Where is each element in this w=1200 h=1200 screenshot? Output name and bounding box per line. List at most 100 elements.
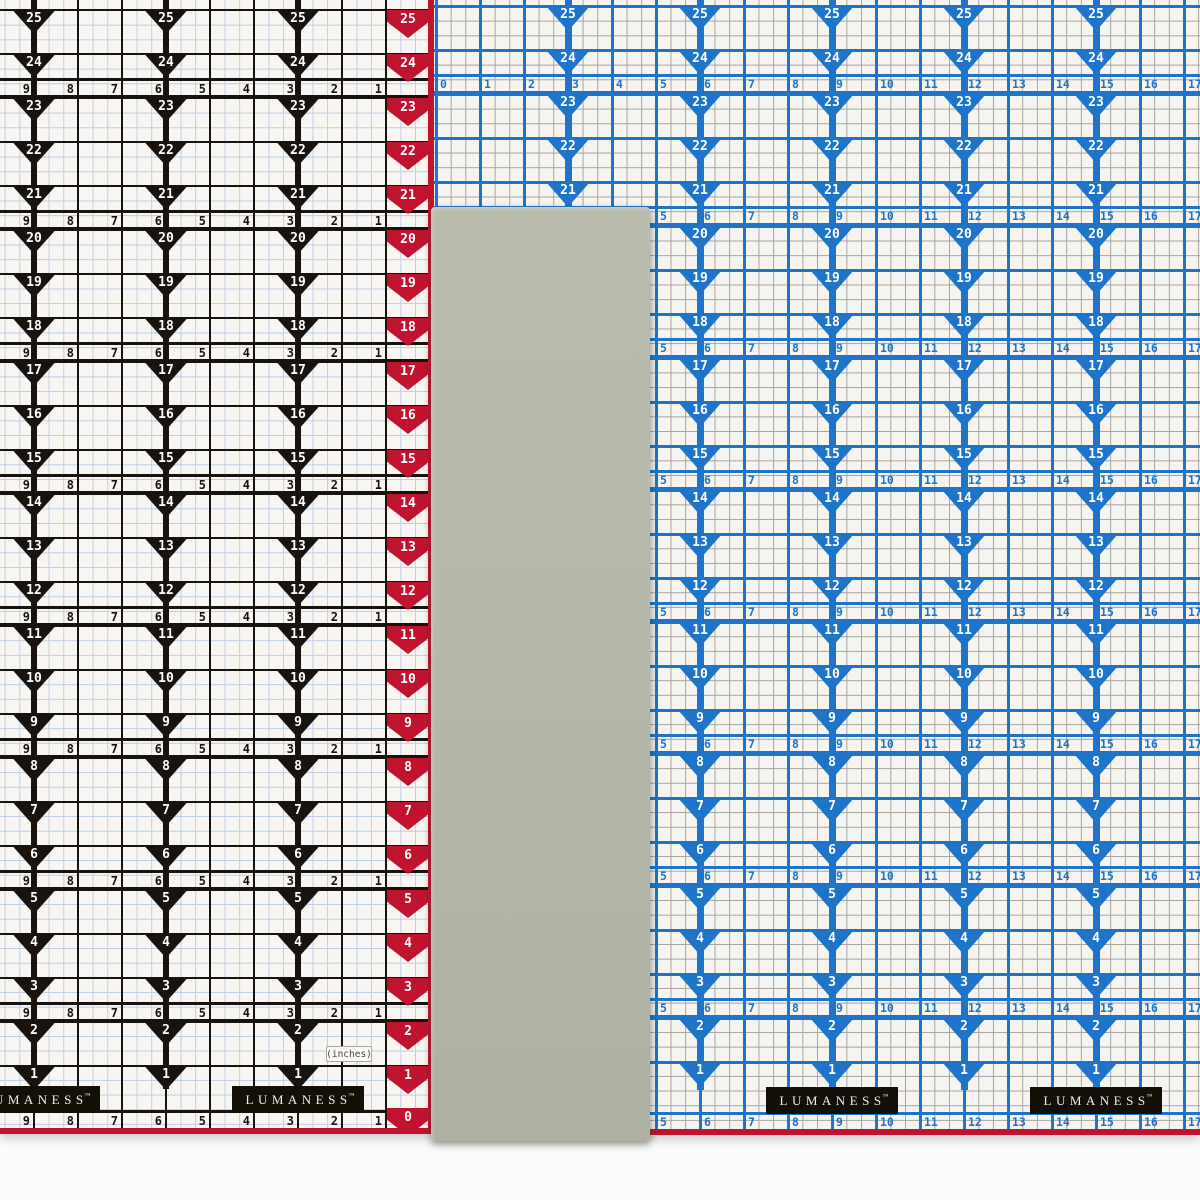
measurement-arrow-black: 4 bbox=[276, 934, 320, 958]
ruler-number: 1 bbox=[484, 76, 491, 91]
ruler-number: 5 bbox=[660, 736, 667, 751]
measurement-arrow-blue: 11 bbox=[678, 622, 722, 647]
measurement-arrow-blue: 9 bbox=[678, 710, 722, 735]
ruler-band-line bbox=[0, 78, 434, 81]
ruler-number: 11 bbox=[924, 340, 938, 355]
ruler-number: 9 bbox=[836, 472, 843, 487]
measurement-arrow-red: 8 bbox=[387, 758, 429, 786]
measurement-arrow-black: 19 bbox=[276, 274, 320, 298]
measurement-arrow-blue: 4 bbox=[678, 930, 722, 955]
measurement-arrow-blue: 24 bbox=[1074, 50, 1118, 75]
brand-trademark: ™ bbox=[1146, 1093, 1153, 1100]
ruler-number: 9 bbox=[836, 340, 843, 355]
measurement-arrow-blue: 5 bbox=[942, 886, 986, 911]
ruler-number: 12 bbox=[968, 472, 982, 487]
ruler-number: 6 bbox=[704, 208, 711, 223]
ruler-number: 10 bbox=[880, 1000, 894, 1015]
measurement-arrow-blue: 23 bbox=[546, 94, 590, 119]
measurement-arrow-black: 6 bbox=[144, 846, 188, 870]
measurement-arrow-black: 15 bbox=[144, 450, 188, 474]
ruler-number: 14 bbox=[1056, 868, 1070, 883]
ruler-number: 17 bbox=[1188, 1000, 1200, 1015]
ruler-number: 14 bbox=[1056, 1000, 1070, 1015]
ruler-number: 8 bbox=[66, 1114, 74, 1128]
ruler-number: 14 bbox=[1056, 208, 1070, 223]
brand-text: LUMANESS bbox=[245, 1091, 352, 1107]
ruler-number: 7 bbox=[748, 340, 755, 355]
measurement-arrow-blue: 22 bbox=[1074, 138, 1118, 163]
measurement-arrow-black: 18 bbox=[276, 318, 320, 342]
ruler-number: 6 bbox=[154, 609, 162, 624]
ruler-number: 13 bbox=[1012, 736, 1026, 751]
ruler-number: 9 bbox=[22, 477, 30, 492]
gray-strip-object bbox=[431, 207, 650, 1141]
ruler-number: 7 bbox=[110, 1005, 118, 1020]
ruler-number: 3 bbox=[286, 609, 294, 624]
measurement-arrow-blue: 20 bbox=[678, 226, 722, 251]
measurement-arrow-blue: 16 bbox=[942, 402, 986, 427]
ruler-number: 1 bbox=[374, 213, 382, 228]
grid-line-horizontal bbox=[0, 492, 434, 496]
ruler-number: 2 bbox=[330, 81, 338, 96]
ruler-band-line bbox=[0, 359, 434, 362]
ruler-number: 10 bbox=[880, 736, 894, 751]
measurement-arrow-black: 5 bbox=[12, 890, 56, 914]
grid-line-vertical bbox=[786, 0, 790, 1129]
measurement-arrow-blue: 3 bbox=[810, 974, 854, 999]
measurement-arrow-black: 13 bbox=[276, 538, 320, 562]
measurement-arrow-blue: 24 bbox=[810, 50, 854, 75]
measurement-arrow-red: 20 bbox=[387, 230, 429, 258]
ruler-number: 5 bbox=[198, 609, 206, 624]
measurement-arrow-blue: 9 bbox=[1074, 710, 1118, 735]
measurement-arrow-black: 15 bbox=[12, 450, 56, 474]
ruler-number: 10 bbox=[880, 340, 894, 355]
measurement-arrow-blue: 1 bbox=[1074, 1062, 1118, 1087]
mat-edge-stripe-red bbox=[433, 1129, 1200, 1135]
ruler-band-line bbox=[433, 338, 1200, 341]
ruler-number: 8 bbox=[66, 1005, 74, 1020]
ruler-band-line bbox=[433, 470, 1200, 473]
measurement-arrow-blue: 18 bbox=[1074, 314, 1118, 339]
measurement-arrow-black: 1 bbox=[144, 1066, 188, 1090]
measurement-arrow-red: 4 bbox=[387, 934, 429, 962]
measurement-arrow-black: 14 bbox=[12, 494, 56, 518]
measurement-arrow-blue: 25 bbox=[942, 6, 986, 31]
measurement-arrow-blue: 2 bbox=[810, 1018, 854, 1043]
ruler-band-line bbox=[433, 734, 1200, 737]
ruler-number: 15 bbox=[1100, 208, 1114, 223]
measurement-arrow-black: 10 bbox=[276, 670, 320, 694]
ruler-number: 5 bbox=[198, 213, 206, 228]
ruler-number: 8 bbox=[66, 609, 74, 624]
ruler-number: 12 bbox=[968, 1115, 982, 1129]
measurement-arrow-blue: 21 bbox=[1074, 182, 1118, 207]
ruler-number: 12 bbox=[968, 604, 982, 619]
measurement-arrow-blue: 5 bbox=[678, 886, 722, 911]
measurement-arrow-black: 22 bbox=[144, 142, 188, 166]
measurement-arrow-black: 9 bbox=[144, 714, 188, 738]
ruler-number: 1 bbox=[374, 81, 382, 96]
grid-line-horizontal bbox=[0, 140, 434, 144]
ruler-number: 9 bbox=[836, 76, 843, 91]
ruler-number: 9 bbox=[22, 609, 30, 624]
measurement-arrow-black: 12 bbox=[12, 582, 56, 606]
ruler-number: 17 bbox=[1188, 604, 1200, 619]
ruler-number: 11 bbox=[924, 208, 938, 223]
ruler-number: 7 bbox=[748, 1115, 755, 1129]
ruler-number: 10 bbox=[880, 472, 894, 487]
ruler-number: 4 bbox=[242, 609, 250, 624]
ruler-number: 14 bbox=[1056, 604, 1070, 619]
ruler-number: 7 bbox=[748, 472, 755, 487]
ruler-number: 9 bbox=[22, 873, 30, 888]
ruler-number: 9 bbox=[836, 604, 843, 619]
ruler-number: 6 bbox=[154, 1005, 162, 1020]
ruler-number: 17 bbox=[1188, 472, 1200, 487]
ruler-number: 3 bbox=[572, 76, 579, 91]
ruler-number: 17 bbox=[1188, 1115, 1200, 1129]
measurement-arrow-black: 14 bbox=[276, 494, 320, 518]
measurement-arrow-red: 10 bbox=[387, 670, 429, 698]
measurement-arrow-black: 24 bbox=[144, 54, 188, 78]
ruler-number: 4 bbox=[242, 213, 250, 228]
ruler-number: 13 bbox=[1012, 1115, 1026, 1129]
